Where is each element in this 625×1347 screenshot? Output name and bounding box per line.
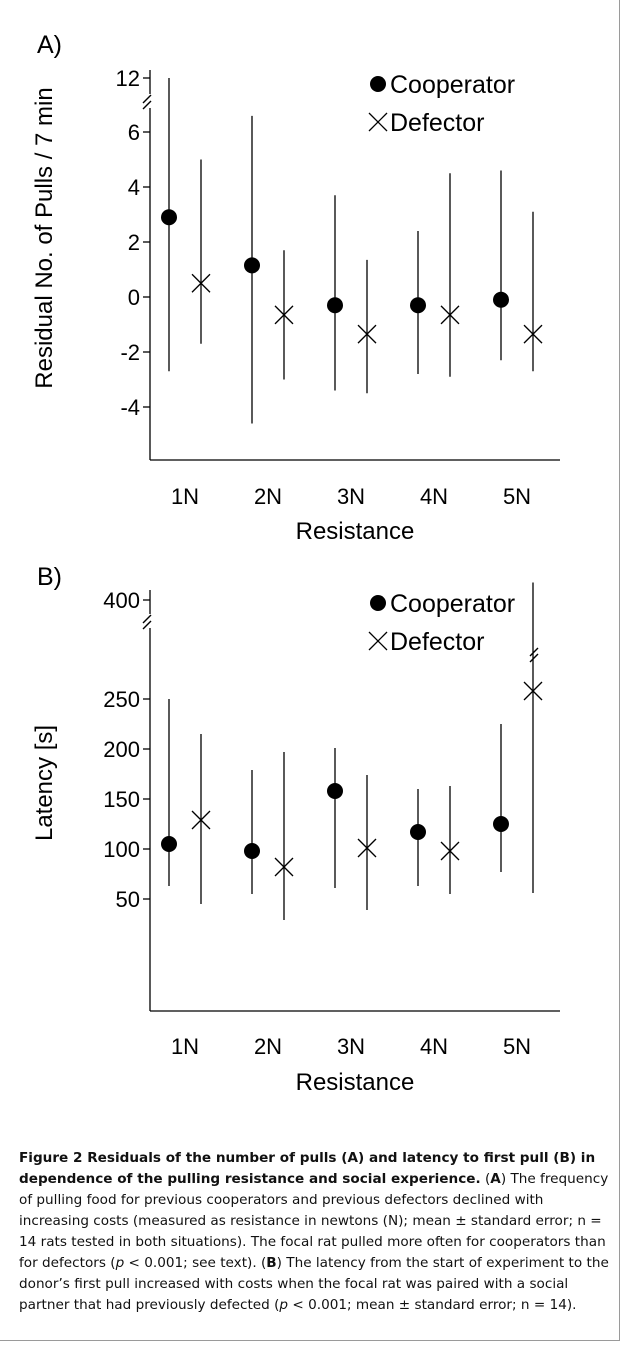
caption-p-symbol: p: [115, 1255, 125, 1271]
figure: A) -4 -2 0 2 4 6 12 1N 2N 3N 4N 5N Resistance Residual…: [31, 31, 560, 1096]
legend-cooperator-label: Cooperator: [390, 590, 515, 618]
caption-p-symbol-2: p: [279, 1297, 289, 1313]
y-axis-break-1: [142, 614, 152, 624]
cooperator-point: [410, 824, 426, 840]
caption-b-label: B: [266, 1255, 277, 1271]
panel-label: A): [37, 31, 62, 59]
defector-point-stroke: [274, 857, 294, 877]
cooperator-point: [327, 783, 343, 799]
y-tick-label: 4: [128, 175, 140, 200]
legend-defector-label: Defector: [390, 109, 484, 137]
x-tick-label: 1N: [171, 1034, 199, 1059]
y-tick-label: -2: [120, 340, 140, 365]
caption-a-text-2: < 0.001; see text). (: [124, 1255, 267, 1271]
x-tick-label: 2N: [254, 1034, 282, 1059]
legend-cooperator-label: Cooperator: [390, 71, 515, 99]
cooperator-point: [410, 297, 426, 314]
y-tick-label: 6: [128, 120, 140, 145]
bar-break-1: [529, 647, 539, 657]
cooperator-point: [161, 836, 177, 852]
cooperator-point: [244, 843, 260, 859]
legend-cooperator-marker: [370, 76, 386, 92]
caption-b-text-1: ) The latency from the start of experime…: [19, 1255, 609, 1313]
x-tick-label: 5N: [503, 1034, 531, 1059]
caption-a-label: A: [490, 1171, 501, 1187]
x-tick-label: 5N: [503, 484, 531, 509]
panel-label: B): [37, 565, 62, 591]
y-axis-break-1: [142, 94, 152, 104]
caption-a-text-1: The frequency of pulling food for previo…: [19, 1171, 609, 1271]
defector-point-stroke: [523, 324, 543, 344]
y-tick-label: 2: [128, 230, 140, 255]
y-tick-label: 400: [103, 588, 140, 613]
defector-point-stroke: [191, 273, 211, 293]
legend-defector-label: Defector: [390, 628, 484, 656]
defector-point-stroke: [440, 841, 460, 861]
x-tick-label: 3N: [337, 484, 365, 509]
y-tick-label: 200: [103, 737, 140, 762]
y-tick-label: 12: [116, 66, 140, 91]
panel-b-chart: B) 50 100 150 200 250 400 1N 2N 3N 4N 5N Resistance L…: [31, 565, 560, 1096]
legend-defector-marker: [368, 112, 388, 132]
caption-title: Figure 2 Residuals of the number of pull…: [19, 1150, 596, 1187]
defector-point-stroke: [274, 305, 294, 325]
y-axis-break-2: [142, 100, 152, 110]
cooperator-point: [244, 257, 260, 274]
x-tick-label: 3N: [337, 1034, 365, 1059]
y-tick-label: -4: [120, 395, 140, 420]
bar-break-2: [529, 653, 539, 663]
figure-caption: Figure 2 Residuals of the number of pull…: [19, 1150, 609, 1313]
cooperator-point: [327, 297, 343, 314]
y-tick-label: 50: [116, 887, 140, 912]
caption-b-text-2: < 0.001; mean ± standard error; n = 14).: [288, 1297, 577, 1313]
x-tick-label: 4N: [420, 1034, 448, 1059]
y-axis-break-2: [142, 620, 152, 630]
x-axis-title: Resistance: [296, 518, 415, 545]
y-tick-label: 250: [103, 687, 140, 712]
panel-a-chart: A) -4 -2 0 2 4 6 12 1N 2N 3N 4N 5N Resistance Residual…: [31, 31, 560, 545]
y-axis-title: Latency [s]: [31, 725, 58, 841]
y-axis-title: Residual No. of Pulls / 7 min: [31, 87, 58, 388]
y-tick-label: 100: [103, 837, 140, 862]
cooperator-point: [493, 291, 509, 308]
y-tick-label: 0: [128, 285, 140, 310]
y-tick-label: 150: [103, 787, 140, 812]
defector-point-stroke: [357, 838, 377, 858]
legend-defector-marker: [368, 631, 388, 651]
cooperator-point: [493, 816, 509, 832]
defector-point-stroke: [440, 305, 460, 325]
defector-point-stroke: [523, 681, 543, 701]
x-axis-title: Resistance: [296, 1069, 415, 1096]
defector-point-stroke: [357, 324, 377, 344]
cooperator-point: [161, 209, 177, 226]
x-tick-label: 1N: [171, 484, 199, 509]
x-tick-label: 4N: [420, 484, 448, 509]
defector-point-stroke: [191, 810, 211, 830]
legend-cooperator-marker: [370, 595, 386, 611]
x-tick-label: 2N: [254, 484, 282, 509]
